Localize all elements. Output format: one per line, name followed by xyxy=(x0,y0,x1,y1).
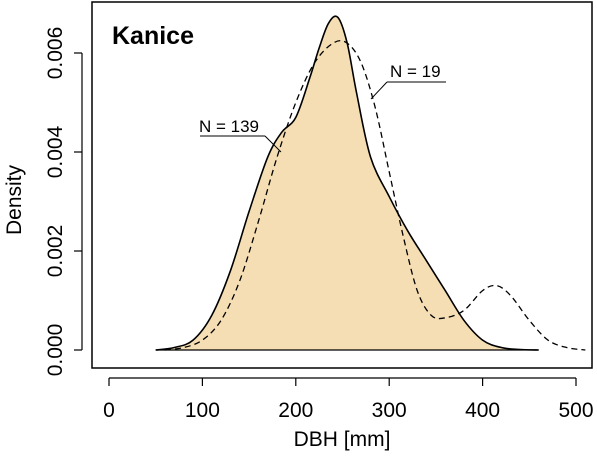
y-tick-label: 0.004 xyxy=(44,125,67,178)
annotation-n19-leader xyxy=(370,81,388,100)
y-tick-label: 0.006 xyxy=(44,27,67,80)
y-tick-label: 0.000 xyxy=(44,324,67,377)
annotation-n19: N = 19 xyxy=(390,62,441,81)
x-tick-label: 100 xyxy=(185,399,220,422)
y-tick-label: 0.002 xyxy=(44,225,67,278)
x-axis-title: DBH [mm] xyxy=(294,428,391,451)
annotation-n139-leader xyxy=(264,135,282,153)
x-tick-label: 200 xyxy=(278,399,313,422)
density-line-n19 xyxy=(164,39,586,351)
x-tick-label: 300 xyxy=(372,399,407,422)
plot-frame xyxy=(91,1,593,369)
density-line-n139 xyxy=(155,15,539,351)
panel-title: Kanice xyxy=(112,22,194,50)
density-fill-n139 xyxy=(155,16,539,350)
y-axis-title: Density xyxy=(3,164,26,235)
x-tick-label: 400 xyxy=(465,399,500,422)
annotation-n139: N = 139 xyxy=(199,117,259,136)
x-tick-label: 0 xyxy=(103,399,115,422)
x-tick-label: 500 xyxy=(558,399,593,422)
